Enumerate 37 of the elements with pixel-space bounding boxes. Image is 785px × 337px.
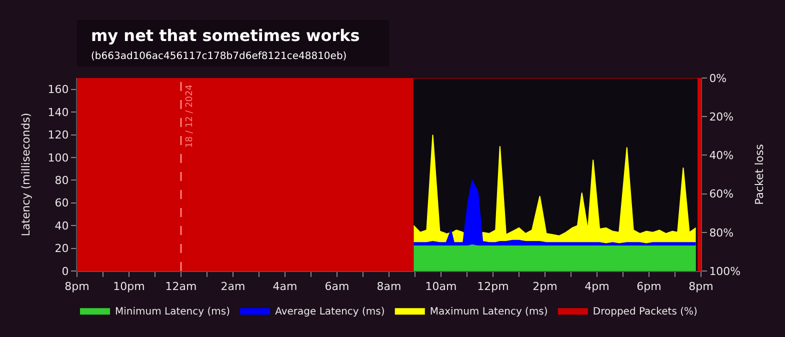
y-tick-label: 60	[54, 196, 69, 210]
legend-label: Average Latency (ms)	[275, 306, 385, 318]
x-tick-label: 10pm	[113, 280, 145, 294]
x-tick-label: 6am	[324, 280, 350, 294]
y-tick-label: 100	[48, 151, 69, 164]
x-tick-label: 12am	[165, 280, 197, 294]
y-tick-label: 0	[62, 264, 69, 278]
ref-line-label: 18 / 12 / 2024	[185, 84, 196, 148]
x-tick-label: 4am	[272, 280, 298, 294]
y-tick-label: 160	[48, 83, 69, 96]
y2-tick-label: 100%	[709, 264, 741, 278]
y-tick-label: 40	[54, 219, 69, 232]
legend-label: Minimum Latency (ms)	[115, 306, 230, 318]
y2-axis-title: Packet loss	[752, 144, 766, 205]
y-tick-label: 80	[54, 174, 69, 188]
x-tick-label: 2pm	[532, 280, 558, 294]
y-axis-title: Latency (milliseconds)	[19, 112, 32, 236]
x-tick-label: 6pm	[636, 280, 662, 294]
x-tick-label: 10am	[425, 280, 457, 294]
x-tick-label: 2am	[220, 280, 246, 294]
x-tick-label: 8am	[376, 280, 402, 294]
x-tick-label: 8pm	[64, 280, 90, 294]
x-tick-label: 12pm	[477, 280, 509, 294]
y-tick-label: 20	[54, 242, 69, 256]
y2-tick-label: 0%	[709, 72, 727, 85]
chart-title: my net that sometimes works	[91, 26, 360, 45]
y2-tick-label: 40%	[709, 149, 734, 162]
y2-tick-label: 80%	[709, 226, 734, 240]
y2-tick-label: 20%	[709, 110, 734, 124]
legend-label: Maximum Latency (ms)	[430, 306, 548, 318]
y-tick-label: 120	[48, 128, 69, 142]
y-tick-label: 140	[48, 106, 69, 119]
x-tick-label: 8pm	[688, 280, 714, 294]
x-tick-label: 4pm	[584, 280, 610, 294]
chart-subtitle: (b663ad106ac456117c178b7d6ef8121ce48810eb)	[91, 51, 347, 62]
y2-tick-label: 60%	[709, 188, 734, 201]
legend-label: Dropped Packets (%)	[592, 306, 698, 318]
